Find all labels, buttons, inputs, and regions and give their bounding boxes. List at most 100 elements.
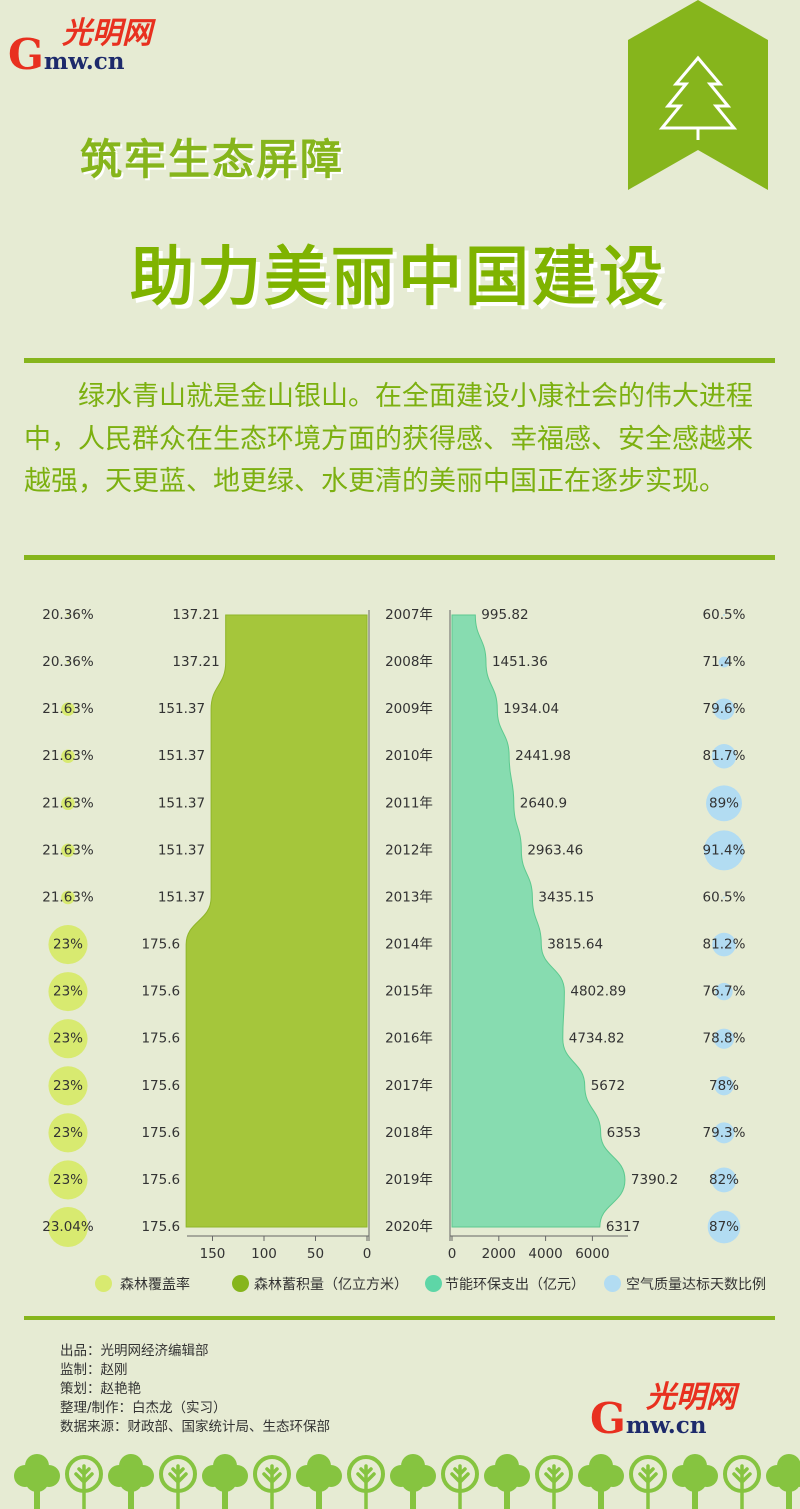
legend-label: 森林覆盖率 — [120, 1277, 190, 1293]
left-axis-tick-label: 150 — [200, 1246, 226, 1262]
air-quality-label: 60.5% — [703, 889, 746, 905]
title-line-2: 助力美丽中国建设 — [130, 241, 666, 315]
coverage-label: 23% — [53, 937, 83, 953]
tree-crown — [495, 1468, 519, 1492]
top-logo[interactable]: 光明网 Gmw.cn — [8, 8, 188, 79]
tree-trunk — [128, 1488, 134, 1509]
year-label: 2016年 — [385, 1031, 433, 1047]
intro-paragraph: 绿水青山就是金山银山。在全面建设小康社会的伟大进程中，人民群众在生态环境方面的获… — [24, 381, 753, 497]
legend-dot-icon — [232, 1275, 249, 1292]
logo-g-mark: G — [8, 30, 44, 79]
air-quality-bubble — [706, 785, 742, 822]
logo-chinese-text: 光明网 — [646, 1380, 736, 1415]
round-tree-icon — [347, 1455, 385, 1509]
air-quality-label: 81.7% — [703, 748, 746, 764]
coverage-label: 21.63% — [42, 701, 94, 717]
tree-trunk — [410, 1488, 416, 1509]
credit-line: 数据来源：财政部、国家统计局、生态环保部 — [60, 1419, 330, 1435]
logo-g-mark: G — [590, 1394, 626, 1443]
coverage-bubble — [61, 796, 75, 811]
forest-stock-label: 175.6 — [141, 984, 180, 1000]
tree-trunk — [786, 1488, 792, 1509]
coverage-label: 21.63% — [42, 748, 94, 764]
bottom-logo[interactable]: 光明网 Gmw.cn — [590, 1372, 770, 1443]
air-quality-label: 81.2% — [703, 937, 746, 953]
logo-domain: mw.cn — [625, 1412, 707, 1439]
right-axis-tick-label: 6000 — [575, 1246, 609, 1262]
air-quality-bubble — [718, 656, 730, 668]
air-quality-label: 79.6% — [703, 701, 746, 717]
bush-tree-icon — [484, 1454, 530, 1509]
round-tree-icon — [65, 1455, 103, 1509]
year-label: 2020年 — [385, 1219, 433, 1235]
coverage-label: 20.36% — [42, 654, 94, 670]
env-spending-label: 3435.15 — [538, 889, 594, 905]
credit-line: 监制：赵刚 — [60, 1362, 128, 1378]
forest-stock-label: 175.6 — [141, 1219, 180, 1235]
tree-crown — [777, 1468, 800, 1492]
year-label: 2015年 — [385, 984, 433, 1000]
forest-stock-label: 175.6 — [141, 1031, 180, 1047]
legend-dot-icon — [425, 1275, 442, 1292]
year-label: 2017年 — [385, 1078, 433, 1094]
coverage-bubble — [67, 661, 69, 664]
tree-crown — [401, 1468, 425, 1492]
credit-line: 策划：赵艳艳 — [60, 1381, 141, 1397]
env-spending-label: 6353 — [607, 1125, 641, 1141]
coverage-label: 21.63% — [42, 795, 94, 811]
coverage-bubble — [61, 843, 75, 858]
divider-top — [24, 358, 775, 363]
tree-crown — [683, 1468, 707, 1492]
air-quality-bubble — [713, 698, 735, 720]
tree-branches — [356, 1464, 376, 1509]
env-spending-label: 1934.04 — [503, 701, 559, 717]
air-quality-bubble — [713, 1028, 735, 1049]
tree-crown — [307, 1468, 331, 1492]
tree-row-decoration — [14, 1454, 800, 1509]
forest-stock-label: 175.6 — [141, 1172, 180, 1188]
env-spending-label: 995.82 — [481, 607, 528, 623]
coverage-label: 23% — [53, 1031, 83, 1047]
coverage-label: 23% — [53, 1078, 83, 1094]
year-label: 2014年 — [385, 937, 433, 953]
coverage-bubble — [61, 702, 75, 716]
round-tree-icon — [535, 1455, 573, 1509]
coverage-label: 23% — [53, 984, 83, 1000]
air-quality-label: 60.5% — [703, 607, 746, 623]
coverage-bubble — [48, 1019, 88, 1059]
legend-dot-icon — [95, 1275, 112, 1292]
year-label: 2009年 — [385, 701, 433, 717]
air-quality-label: 78.8% — [703, 1031, 746, 1047]
coverage-bubble — [48, 1066, 88, 1106]
env-spending-label: 4734.82 — [569, 1031, 625, 1047]
forest-stock-label: 137.21 — [172, 654, 219, 670]
legend-label: 节能环保支出（亿元） — [445, 1277, 585, 1293]
env-spending-label: 7390.2 — [631, 1172, 678, 1188]
air-quality-label: 87% — [709, 1219, 739, 1235]
credits: 出品：光明网经济编辑部 监制：赵刚 策划：赵艳艳 整理/制作：白杰龙（实习） 数… — [60, 1342, 330, 1437]
credit-line: 整理/制作：白杰龙（实习） — [60, 1400, 227, 1416]
tree-branches — [168, 1464, 188, 1509]
tree-branches — [638, 1464, 658, 1509]
forest-stock-label: 175.6 — [141, 1125, 180, 1141]
bush-tree-icon — [202, 1454, 248, 1509]
credit-line: 出品：光明网经济编辑部 — [60, 1343, 209, 1359]
round-tree-icon — [629, 1455, 667, 1509]
coverage-bubble — [67, 614, 69, 616]
year-label: 2007年 — [385, 607, 433, 623]
air-quality-bubble — [711, 1167, 737, 1193]
air-quality-bubble — [711, 744, 737, 769]
title-line-1: 筑牢生态屏障 — [80, 135, 345, 184]
air-quality-bubble — [713, 1122, 735, 1144]
logo-chinese-text: 光明网 — [62, 16, 152, 51]
tree-branches — [544, 1464, 564, 1509]
forest-stock-label: 151.37 — [158, 748, 205, 764]
coverage-bubble — [48, 1207, 88, 1247]
coverage-bubble — [48, 1160, 88, 1200]
right-axis-tick-label: 2000 — [482, 1246, 516, 1262]
env-spending-label: 1451.36 — [492, 654, 548, 670]
air-quality-label: 71.4% — [703, 654, 746, 670]
bush-tree-icon — [14, 1454, 60, 1509]
tree-branches — [74, 1464, 94, 1509]
year-label: 2018年 — [385, 1125, 433, 1141]
